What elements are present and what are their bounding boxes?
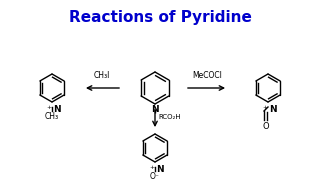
Text: CH₃: CH₃ (45, 112, 59, 121)
Text: $^+$N: $^+$N (260, 103, 277, 115)
Text: N: N (151, 105, 159, 114)
Text: MeCOCl: MeCOCl (192, 71, 222, 80)
Text: CH₃I: CH₃I (94, 71, 110, 80)
Text: $^+$N: $^+$N (44, 103, 61, 115)
Text: O: O (263, 122, 269, 131)
Text: O⁻: O⁻ (150, 172, 160, 180)
Text: Reactions of Pyridine: Reactions of Pyridine (68, 10, 252, 25)
Text: $^+$N: $^+$N (148, 163, 164, 175)
Text: RCO₂H: RCO₂H (158, 114, 180, 120)
